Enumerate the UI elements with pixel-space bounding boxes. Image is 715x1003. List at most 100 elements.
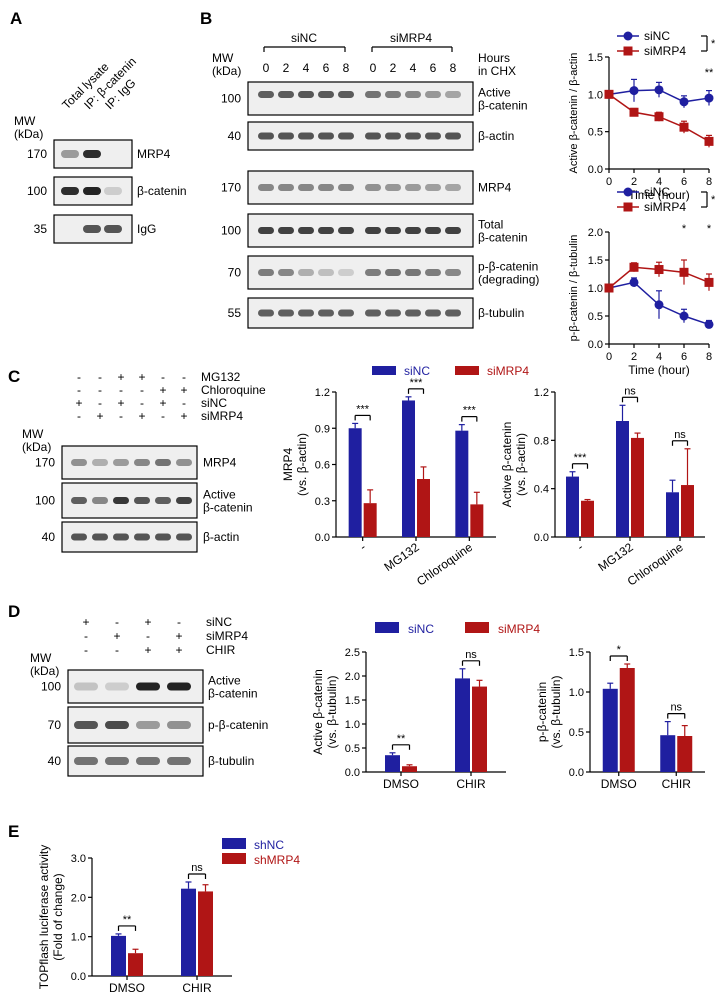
tick-label: 0.5	[569, 727, 584, 739]
treatment-sign: +	[113, 629, 120, 643]
category-label: -	[357, 540, 368, 554]
treatment-sign: +	[159, 383, 166, 397]
blot-b-3-band	[365, 227, 381, 234]
blot-b-5-band	[278, 309, 294, 317]
blot-label: MRP4	[137, 147, 171, 161]
y-axis-title: p-β-catenin	[535, 682, 549, 742]
blot-b-4-band	[425, 269, 441, 276]
tick-label: 1.5	[569, 647, 584, 659]
blot-c-0-band	[113, 459, 129, 466]
bar	[455, 678, 470, 772]
tick-label: 0.8	[534, 435, 549, 447]
mw-title: MW	[22, 427, 44, 441]
blot-c-2-band	[113, 533, 129, 541]
blot-b-2-band	[405, 184, 421, 191]
blot-b-3-band	[405, 227, 421, 234]
y-axis-title: TOPflash luciferase activity	[37, 845, 51, 990]
bar	[455, 430, 469, 537]
hour-label: 8	[343, 61, 350, 75]
bar	[402, 766, 417, 772]
blot-d-2-band	[136, 757, 160, 765]
blot-b-0-band	[445, 91, 461, 98]
bar	[417, 479, 430, 537]
data-point	[654, 300, 664, 310]
blot-d-2-band	[74, 757, 98, 765]
tick-label: 2.5	[345, 647, 360, 659]
tick-label: 0.0	[315, 532, 330, 544]
blot-label: MRP4	[478, 181, 512, 195]
significance-label: **	[705, 67, 714, 79]
treatment-sign: +	[75, 396, 82, 410]
blot-b-0-band	[318, 91, 334, 98]
treatment-sign: +	[175, 629, 182, 643]
category-label: CHIR	[456, 777, 486, 791]
blot-b-0-band	[425, 91, 441, 98]
blot-label: Active	[208, 674, 241, 688]
blot-label: β-tubulin	[208, 754, 254, 768]
blot-b-2-band	[445, 184, 461, 191]
blot-c-2-band	[92, 533, 108, 541]
legend-marker	[623, 187, 633, 197]
tick-label: 1.0	[71, 932, 86, 944]
blot-label: (degrading)	[478, 273, 539, 287]
tick-label: 2	[631, 351, 637, 363]
blot-a-2-band	[104, 225, 122, 233]
blot-b-1-band	[365, 132, 381, 140]
tick-label: 1.2	[315, 387, 330, 399]
tick-label: 8	[706, 176, 712, 188]
tick-label: 2.0	[345, 671, 360, 683]
tick-label: 3.0	[71, 853, 86, 865]
tick-label: 4	[656, 176, 662, 188]
y-axis-title: p-β-catenin / β-tubulin	[568, 235, 580, 342]
tick-label: 6	[681, 351, 687, 363]
legend-label: siMRP4	[644, 200, 686, 214]
treatment-sign: -	[146, 629, 150, 643]
legend-swatch	[222, 853, 246, 864]
blot-label: Active	[203, 488, 236, 502]
significance-label: ***	[711, 38, 715, 50]
blot-b-4-band	[365, 269, 381, 276]
tick-label: 1.0	[569, 687, 584, 699]
blot-label: β-actin	[478, 129, 514, 143]
y-axis-title: MRP4	[281, 448, 295, 482]
y-axis-title: Active β-catenin	[311, 669, 325, 755]
treatment-label: siMRP4	[201, 409, 243, 423]
data-point	[629, 107, 639, 117]
data-point	[604, 89, 614, 99]
y-axis-title: (vs. β-tubulin)	[549, 676, 563, 749]
blot-d-1-band	[136, 721, 160, 729]
data-point	[654, 112, 664, 122]
blot-b-2-band	[318, 184, 334, 191]
blot-d-0-band	[105, 682, 129, 691]
tick-label: 0.5	[345, 743, 360, 755]
mw-value: 70	[48, 718, 62, 732]
data-point	[704, 319, 714, 329]
significance-label: ***	[574, 452, 588, 464]
panel-label-c: C	[8, 367, 20, 386]
tick-label: 0.0	[588, 164, 603, 176]
blot-b-4-band	[338, 269, 354, 276]
tick-label: 0.5	[588, 311, 603, 323]
hour-label: 6	[323, 61, 330, 75]
tick-label: 2.0	[588, 227, 603, 239]
blot-d-0-band	[74, 682, 98, 691]
blot-a-0-band	[61, 150, 79, 158]
significance-label: ns	[191, 862, 203, 874]
bar	[681, 485, 694, 537]
blot-b-1-band	[385, 132, 401, 140]
blot-label: IgG	[137, 222, 156, 236]
treatment-sign: -	[177, 615, 181, 629]
category-label: MG132	[381, 540, 422, 574]
treatment-label: CHIR	[206, 643, 236, 657]
tick-label: 0.0	[569, 767, 584, 779]
significance-label: ***	[356, 403, 370, 415]
treatment-label: MG132	[201, 370, 241, 384]
blot-b-5-band	[445, 309, 461, 317]
mw-value: 100	[221, 92, 241, 106]
significance-label: *	[682, 223, 687, 235]
bar	[619, 668, 635, 772]
hour-label: 6	[430, 61, 437, 75]
treatment-sign: +	[159, 396, 166, 410]
tick-label: 0	[606, 351, 612, 363]
blot-d-0-band	[167, 682, 191, 691]
